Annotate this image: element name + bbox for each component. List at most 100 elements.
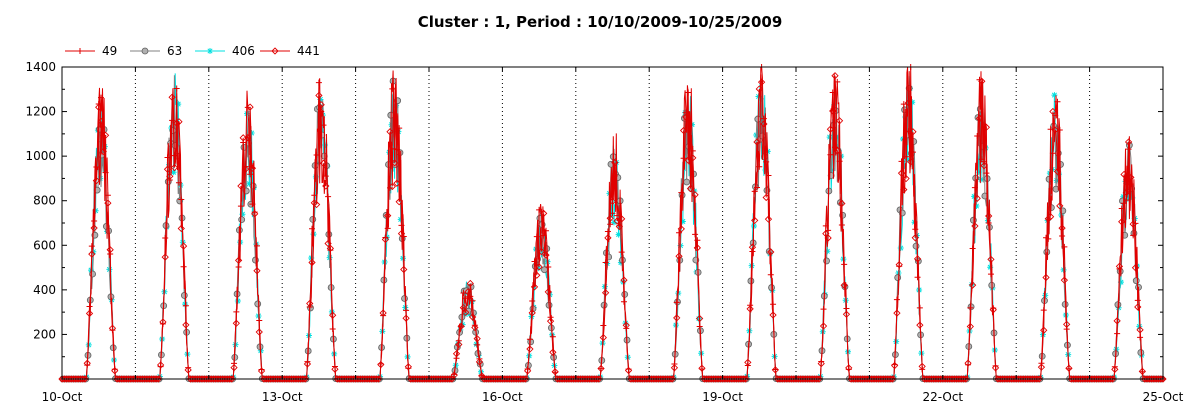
data-point — [309, 225, 316, 232]
data-point — [541, 266, 548, 274]
data-point — [611, 219, 618, 226]
data-point — [1059, 232, 1066, 239]
data-point — [671, 360, 678, 367]
legend-item: 406 — [195, 44, 255, 58]
legend-label: 63 — [167, 44, 182, 58]
data-point — [240, 139, 247, 146]
data-point — [968, 281, 977, 289]
data-point — [99, 138, 106, 145]
data-point — [680, 155, 687, 162]
data-point — [537, 247, 546, 256]
data-point — [614, 212, 621, 219]
data-point — [683, 178, 691, 186]
data-point — [322, 182, 330, 190]
y-tick-label: 1200 — [25, 105, 56, 119]
x-tick-label: 25-Oct — [1143, 390, 1184, 404]
data-point — [331, 363, 338, 370]
data-point — [903, 153, 910, 160]
data-point — [313, 152, 320, 159]
data-point — [695, 315, 702, 322]
data-point — [401, 295, 408, 302]
data-point — [462, 308, 470, 316]
y-tick-label: 200 — [33, 327, 56, 341]
data-point — [535, 265, 542, 272]
data-point — [178, 196, 185, 203]
data-point — [159, 320, 166, 327]
data-point — [1114, 330, 1121, 337]
data-point — [891, 361, 898, 368]
data-point — [244, 104, 251, 111]
series-line — [62, 73, 1163, 380]
data-point — [677, 225, 685, 233]
data-point — [604, 228, 611, 235]
data-point — [841, 261, 848, 268]
data-point — [909, 149, 916, 156]
data-point — [686, 185, 695, 193]
data-point — [251, 209, 258, 216]
data-point — [1056, 127, 1063, 134]
data-point — [475, 358, 484, 366]
data-point — [256, 317, 263, 324]
data-point — [974, 133, 981, 140]
data-point — [969, 245, 976, 252]
data-point — [169, 117, 176, 124]
data-point — [967, 304, 974, 311]
data-point — [971, 184, 978, 191]
legend-label: 406 — [232, 44, 255, 58]
data-point — [238, 216, 246, 224]
data-point — [916, 321, 924, 329]
data-point — [102, 169, 109, 176]
x-tick-label: 10-Oct — [42, 390, 83, 404]
data-point — [755, 85, 763, 93]
data-point — [616, 222, 623, 229]
data-point — [476, 355, 483, 362]
data-point — [971, 222, 979, 230]
data-point — [600, 322, 607, 329]
data-point — [684, 156, 692, 164]
data-point — [157, 363, 164, 370]
data-point — [239, 211, 246, 218]
series-line — [62, 66, 1163, 380]
data-point — [620, 298, 627, 305]
data-point — [318, 108, 325, 115]
axes: 200 400 600 800 1000 1200 1400 10-Oct 13-Oct 16-O… — [25, 60, 1183, 404]
data-point — [822, 222, 829, 229]
data-point — [91, 217, 98, 224]
series-line — [62, 71, 1163, 380]
data-point — [175, 101, 182, 108]
data-point — [687, 143, 694, 150]
data-point — [916, 304, 923, 311]
plot-frame — [61, 66, 1164, 380]
data-point — [317, 101, 325, 109]
data-point — [254, 300, 262, 308]
data-point — [182, 321, 190, 329]
data-point — [971, 193, 978, 200]
data-point — [89, 270, 96, 278]
data-point — [1125, 146, 1132, 153]
data-point — [1051, 92, 1058, 99]
data-point — [751, 216, 759, 225]
data-point — [1132, 277, 1140, 285]
data-point — [1038, 360, 1045, 367]
data-point — [978, 176, 985, 183]
data-point — [458, 323, 465, 330]
data-point — [405, 365, 412, 372]
data-point — [836, 158, 843, 165]
data-point — [1063, 326, 1070, 333]
data-point — [894, 274, 902, 281]
data-point — [170, 169, 177, 176]
data-point — [1065, 365, 1072, 372]
data-point — [382, 234, 389, 241]
data-point — [397, 216, 404, 223]
data-point — [965, 361, 972, 368]
data-point — [92, 176, 101, 185]
data-point — [678, 189, 685, 196]
data-point — [95, 100, 102, 107]
data-point — [827, 151, 834, 158]
data-point — [1040, 326, 1048, 334]
data-point — [747, 302, 754, 309]
data-point — [694, 237, 701, 244]
y-tick-label: 400 — [33, 283, 56, 297]
data-point — [1054, 98, 1061, 105]
data-point — [1053, 167, 1062, 176]
